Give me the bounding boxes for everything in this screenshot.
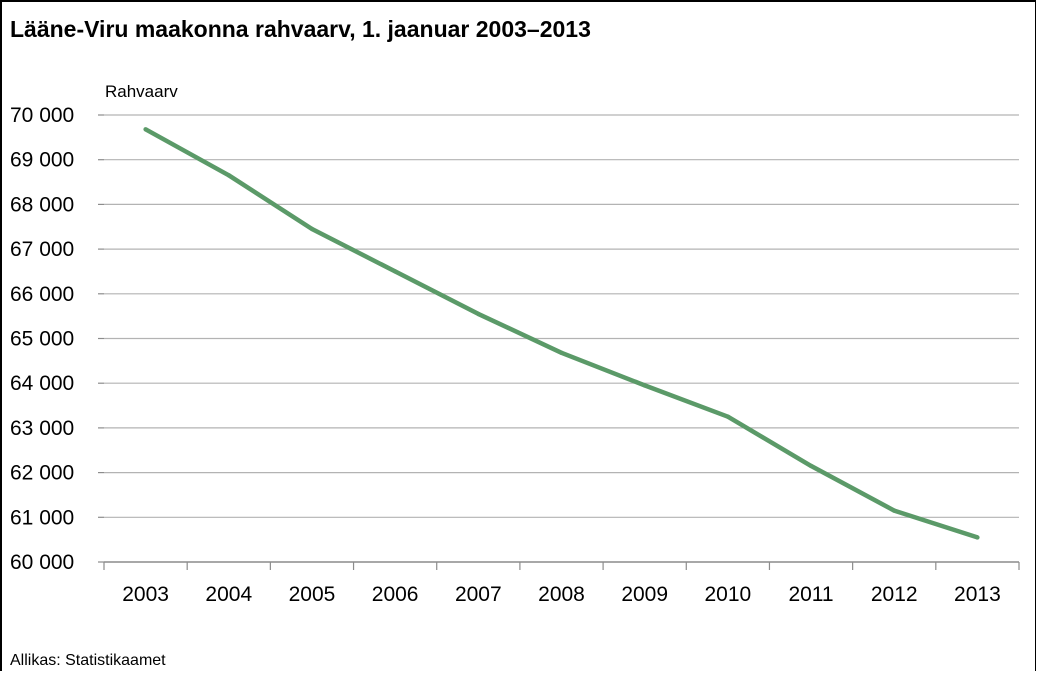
data-point (808, 463, 814, 469)
x-tick-label: 2013 (954, 583, 1001, 606)
series-lines (143, 127, 980, 540)
x-tick-label: 2006 (372, 583, 419, 606)
y-tick-label: 63 000 (10, 417, 74, 440)
y-tick-label: 60 000 (10, 551, 74, 574)
data-point (143, 127, 148, 132)
data-point (309, 226, 315, 232)
y-tick-label: 68 000 (10, 193, 74, 216)
y-axis-ticks: 70 000 69 000 68 000 67 000 66 000 65 000 64 0… (10, 104, 104, 574)
y-tick-label: 70 000 (10, 104, 74, 127)
x-tick-label: 2005 (289, 583, 336, 606)
data-point (892, 508, 897, 513)
x-tick-label: 2007 (455, 583, 502, 606)
data-point (476, 311, 481, 317)
x-axis: 2003 2004 2005 2006 2007 2008 2009 2010 2011 2012… (103, 562, 1020, 606)
y-axis-label: Rahvaarv (105, 82, 178, 101)
x-tick-label: 2011 (788, 583, 833, 606)
x-tick-label: 2009 (621, 583, 668, 606)
data-point (725, 414, 731, 419)
data-point (392, 269, 398, 274)
data-point (559, 350, 564, 356)
x-tick-label: 2004 (205, 583, 252, 606)
data-point (975, 535, 980, 540)
y-tick-label: 67 000 (10, 238, 74, 261)
data-point (642, 383, 647, 388)
chart-title: Lääne-Viru maakonna rahvaarv, 1. jaanuar… (10, 16, 591, 42)
y-tick-label: 66 000 (10, 283, 74, 306)
y-tick-label: 65 000 (10, 328, 74, 351)
source-note: Allikas: Statistikaamet (10, 652, 166, 669)
x-tick-label: 2010 (705, 583, 752, 606)
y-tick-label: 62 000 (10, 462, 74, 485)
y-tick-label: 64 000 (10, 372, 74, 395)
x-tick-label: 2003 (122, 583, 169, 606)
series-line (144, 127, 979, 540)
data-point (226, 173, 231, 178)
y-tick-label: 69 000 (10, 149, 74, 172)
x-tick-label: 2012 (871, 583, 918, 606)
gridlines (104, 114, 1019, 563)
y-tick-label: 61 000 (10, 506, 74, 529)
x-tick-label: 2008 (538, 583, 585, 606)
